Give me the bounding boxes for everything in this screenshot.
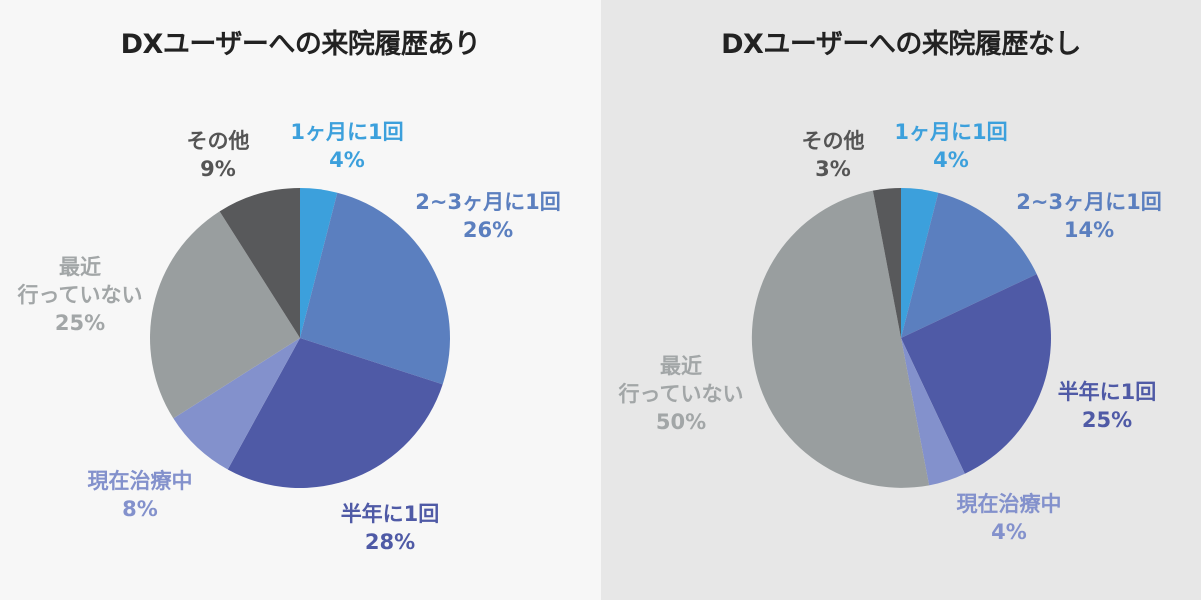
pie-slice-not-recently	[751, 190, 930, 488]
pie-slice-monthly	[901, 188, 939, 338]
pie-slice-half-year	[227, 338, 443, 489]
slice-percent-text: 26%	[462, 218, 514, 242]
slice-percent-text: 8%	[122, 497, 158, 521]
slice-category-text: 現在治療中	[87, 469, 193, 493]
slice-label-half-year: 半年に1回 28%	[341, 500, 440, 556]
pie-slice-in-treatment	[173, 338, 300, 470]
chart-panel-without-history: DXユーザーへの来院履歴なし 1ヶ月に1回 4% 2~3ヶ月に1回 14% 半年に1回 2…	[601, 0, 1201, 600]
slice-label-2-3-months: 2~3ヶ月に1回 26%	[415, 188, 560, 244]
chart-title: DXユーザーへの来院履歴なし	[721, 29, 1081, 60]
slice-percent-text: 9%	[200, 157, 236, 181]
pie-slice-other	[219, 188, 300, 338]
pie-chart	[751, 188, 1051, 488]
slice-category-text: 最近	[58, 255, 101, 279]
pie-slice-monthly	[300, 188, 338, 338]
pie-slice-in-treatment	[901, 338, 965, 486]
pie-slice-half-year	[901, 274, 1051, 474]
slice-percent-text: 50%	[655, 410, 707, 434]
pie-slice-2-3-months	[901, 192, 1037, 338]
slice-label-half-year: 半年に1回 25%	[1058, 378, 1157, 434]
slice-label-monthly: 1ヶ月に1回 4%	[894, 118, 1007, 174]
slice-category-text: 現在治療中	[956, 492, 1062, 516]
slice-category-text: 1ヶ月に1回	[290, 120, 404, 144]
slice-percent-text: 25%	[54, 311, 106, 335]
slice-percent-text: 4%	[329, 148, 365, 172]
slice-category-text: 行っていない	[618, 382, 744, 406]
slice-percent-text: 25%	[1081, 408, 1133, 432]
pie-chart	[150, 188, 451, 489]
slice-percent-text: 14%	[1063, 218, 1115, 242]
slice-category-text: 最近	[659, 354, 702, 378]
slice-label-not-recently: 最近行っていない 50%	[619, 352, 744, 436]
slice-percent-text: 3%	[815, 157, 851, 181]
slice-percent-text: 4%	[933, 148, 969, 172]
slice-label-2-3-months: 2~3ヶ月に1回 14%	[1016, 188, 1161, 244]
chart-title: DXユーザーへの来院履歴あり	[120, 29, 481, 60]
slice-label-not-recently: 最近行っていない 25%	[18, 253, 143, 337]
slice-label-monthly: 1ヶ月に1回 4%	[290, 118, 403, 174]
slice-category-text: 半年に1回	[1057, 380, 1157, 404]
slice-percent-text: 28%	[364, 530, 416, 554]
pie-slice-not-recently	[150, 211, 300, 419]
slice-label-other: その他 9%	[187, 127, 250, 183]
slice-category-text: 半年に1回	[340, 502, 440, 526]
slice-label-other: その他 3%	[802, 127, 865, 183]
slice-category-text: 行っていない	[17, 283, 143, 307]
slice-category-text: 1ヶ月に1回	[894, 120, 1008, 144]
chart-panel-with-history: DXユーザーへの来院履歴あり 1ヶ月に1回 4% 2~3ヶ月に1回 26% 半年に1回 2…	[17, 29, 561, 556]
slice-percent-text: 4%	[991, 520, 1027, 544]
slice-label-in-treatment: 現在治療中 4%	[957, 490, 1062, 546]
pie-slice-2-3-months	[300, 192, 451, 385]
slice-category-text: その他	[801, 129, 865, 153]
slice-category-text: その他	[186, 129, 250, 153]
slice-category-text: 2~3ヶ月に1回	[1016, 190, 1162, 214]
pie-slice-other	[872, 188, 901, 338]
slice-category-text: 2~3ヶ月に1回	[415, 190, 561, 214]
slice-label-in-treatment: 現在治療中 8%	[88, 467, 193, 523]
